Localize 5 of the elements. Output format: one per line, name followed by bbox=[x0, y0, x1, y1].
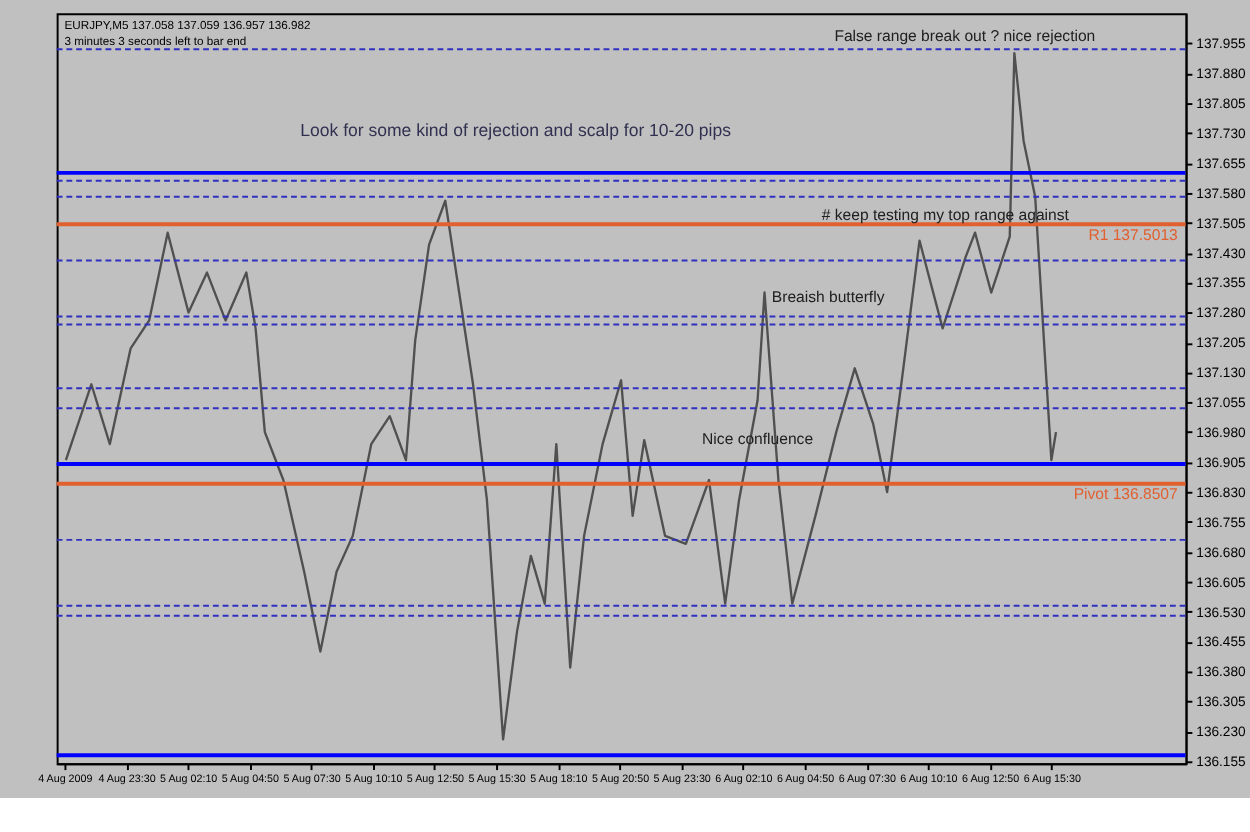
annotation: Look for some kind of rejection and scalp for 10-20 pips bbox=[300, 120, 733, 141]
annotation: False range break out ? nice rejection bbox=[834, 26, 1096, 45]
ref-line-label: R1 137.5013 bbox=[1088, 225, 1178, 244]
annotation: Breaish butterfly bbox=[771, 288, 885, 307]
ref-line-label: Pivot 136.8507 bbox=[1073, 485, 1178, 504]
